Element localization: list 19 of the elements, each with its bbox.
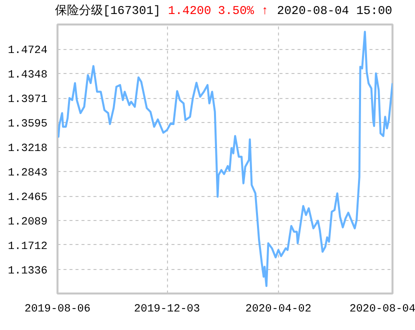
y-tick-label: 1.1712	[8, 240, 48, 253]
y-tick-label: 1.3218	[8, 143, 48, 156]
text: 1.4200	[168, 3, 212, 20]
line-series	[58, 30, 392, 288]
y-tick-label: 1.1336	[8, 265, 48, 278]
x-tick-label: 2019-08-06	[24, 304, 91, 316]
chart-title: 保险分级[167301]	[55, 3, 161, 20]
y-tick-label: 1.4724	[8, 45, 48, 58]
y-tick-label: 1.3971	[8, 94, 48, 106]
x-tick-label: 2019-12-03	[134, 304, 200, 316]
y-tick-label: 1.2465	[8, 192, 48, 204]
x-tick-label: 2020-08-04	[349, 304, 415, 316]
y-tick-label: 1.2843	[8, 167, 48, 180]
x-tick-label: 2020-04-02	[245, 304, 312, 316]
y-tick-label: 1.4348	[8, 70, 48, 82]
text: 3.50% ↑	[218, 3, 268, 20]
y-tick-label: 1.2089	[8, 216, 48, 228]
text: 2020-08-04 15:00	[277, 3, 392, 20]
y-tick-label: 1.3595	[8, 118, 48, 131]
